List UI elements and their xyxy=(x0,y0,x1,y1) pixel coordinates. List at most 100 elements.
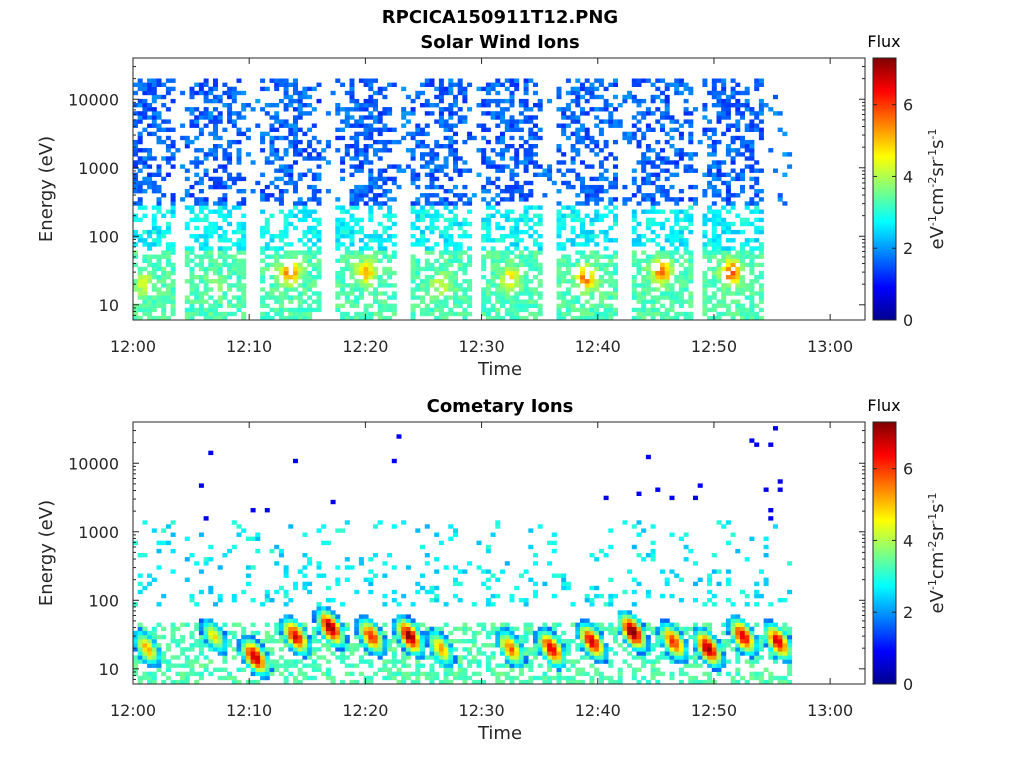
heatmap-cell xyxy=(208,643,214,648)
heatmap-cell xyxy=(429,598,435,603)
heatmap-cell xyxy=(434,258,440,263)
heatmap-cell xyxy=(373,295,378,300)
heatmap-cell xyxy=(297,311,303,317)
heatmap-cell xyxy=(570,90,576,96)
heatmap-cell xyxy=(293,458,298,464)
heatmap-cell xyxy=(420,671,425,677)
heatmap-cell xyxy=(198,205,204,210)
heatmap-cell xyxy=(660,291,665,296)
heatmap-cell xyxy=(551,659,557,664)
heatmap-cell xyxy=(137,279,143,284)
heatmap-cell xyxy=(325,622,331,627)
heatmap-cell xyxy=(410,303,416,308)
heatmap-cell xyxy=(198,176,204,182)
heatmap-cell xyxy=(711,217,717,223)
heatmap-cell xyxy=(354,168,360,173)
heatmap-cell xyxy=(302,172,308,177)
heatmap-cell xyxy=(316,618,322,623)
heatmap-cell xyxy=(429,283,435,288)
heatmap-cell xyxy=(495,626,501,632)
heatmap-cell xyxy=(278,553,284,558)
heatmap-cell xyxy=(236,299,242,304)
heatmap-cell xyxy=(297,639,303,644)
heatmap-cell xyxy=(410,618,416,623)
heatmap-cell xyxy=(316,262,322,268)
heatmap-cell xyxy=(758,189,764,194)
heatmap-cell xyxy=(368,270,374,276)
heatmap-cell xyxy=(396,168,402,173)
heatmap-cell xyxy=(368,234,374,239)
heatmap-cell xyxy=(311,148,317,153)
heatmap-cell xyxy=(490,98,496,104)
heatmap-cell xyxy=(429,111,435,116)
heatmap-cell xyxy=(278,193,284,198)
heatmap-cell xyxy=(565,585,571,591)
heatmap-cell xyxy=(377,307,383,313)
heatmap-cell xyxy=(674,152,680,157)
heatmap-cell xyxy=(278,176,284,182)
heatmap-cell xyxy=(391,197,397,202)
heatmap-cell xyxy=(189,283,195,288)
heatmap-cell xyxy=(293,90,298,96)
heatmap-cell xyxy=(645,107,651,112)
heatmap-cell xyxy=(438,201,444,206)
heatmap-cell xyxy=(255,532,261,537)
heatmap-cell xyxy=(655,184,661,190)
heatmap-cell xyxy=(396,679,402,684)
heatmap-cell xyxy=(354,634,360,640)
heatmap-cell xyxy=(213,107,218,112)
heatmap-cell xyxy=(716,172,722,177)
heatmap-cell xyxy=(523,258,529,263)
heatmap-cell xyxy=(142,283,148,288)
heatmap-cell xyxy=(533,82,538,87)
heatmap-cell xyxy=(264,675,270,681)
heatmap-cell xyxy=(504,213,510,218)
heatmap-cell xyxy=(340,315,346,320)
heatmap-cell xyxy=(424,634,430,640)
heatmap-cell xyxy=(655,234,661,239)
heatmap-cell xyxy=(594,139,600,145)
heatmap-cell xyxy=(575,148,581,153)
heatmap-cell xyxy=(683,279,689,284)
heatmap-cell xyxy=(725,238,731,243)
heatmap-cell xyxy=(598,279,604,284)
heatmap-cell xyxy=(518,655,524,660)
heatmap-cell xyxy=(744,107,750,112)
heatmap-cell xyxy=(613,311,618,317)
heatmap-cell xyxy=(669,172,675,177)
heatmap-cell xyxy=(716,258,722,263)
heatmap-cell xyxy=(297,201,303,206)
heatmap-cell xyxy=(363,160,369,165)
heatmap-cell xyxy=(490,160,496,165)
heatmap-cell xyxy=(391,270,397,276)
heatmap-cell xyxy=(702,234,708,239)
heatmap-cell xyxy=(142,82,148,87)
heatmap-cell xyxy=(434,279,440,284)
heatmap-cell xyxy=(721,229,727,235)
heatmap-cell xyxy=(203,168,209,173)
heatmap-cell xyxy=(217,262,223,268)
heatmap-cell xyxy=(702,221,708,227)
heatmap-cell xyxy=(382,250,388,255)
heatmap-cell xyxy=(481,295,487,300)
heatmap-cell xyxy=(194,602,200,607)
heatmap-cell xyxy=(749,144,755,149)
heatmap-cell xyxy=(405,643,411,648)
heatmap-cell xyxy=(274,663,280,668)
heatmap-cell xyxy=(373,634,378,640)
heatmap-cell xyxy=(457,266,463,272)
heatmap-cell xyxy=(443,287,449,292)
heatmap-cell xyxy=(382,639,388,644)
heatmap-cell xyxy=(391,647,397,652)
heatmap-cell xyxy=(429,262,435,268)
heatmap-cells xyxy=(133,78,793,320)
heatmap-cell xyxy=(307,589,313,595)
heatmap-cell xyxy=(500,266,505,272)
heatmap-cell xyxy=(542,581,548,587)
heatmap-cell xyxy=(283,234,289,239)
heatmap-cell xyxy=(500,135,505,141)
heatmap-cell xyxy=(156,643,162,648)
heatmap-cell xyxy=(255,659,261,664)
heatmap-cell xyxy=(453,275,458,280)
panel-title: Solar Wind Ions xyxy=(420,32,579,53)
